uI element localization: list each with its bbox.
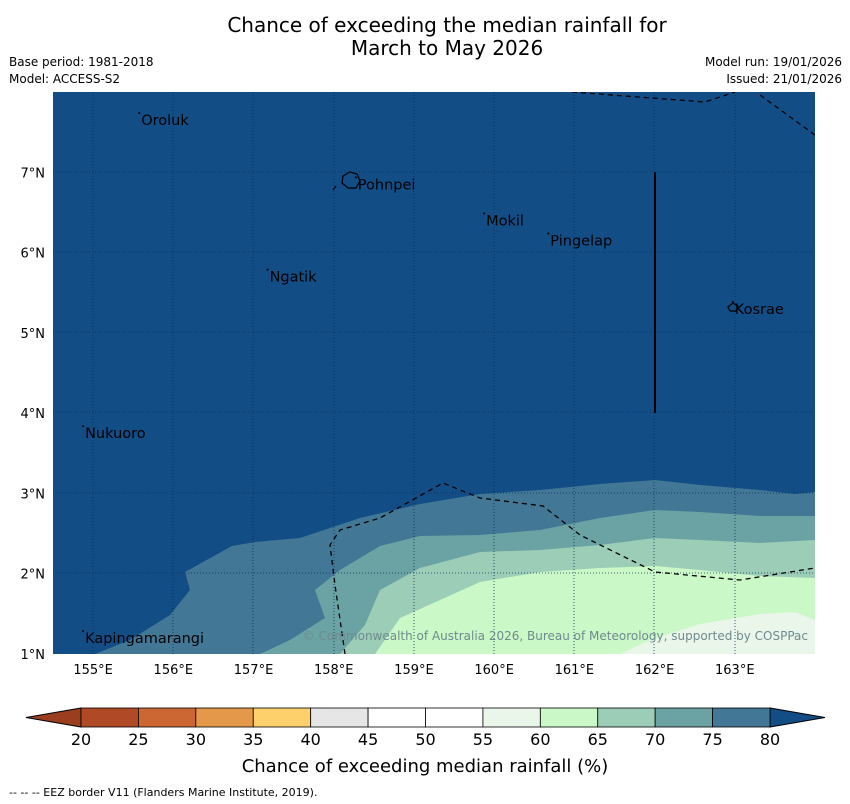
lat-tick-label: 6°N: [21, 247, 46, 262]
colorbar-segment: [138, 707, 197, 728]
colorbar-segment: [425, 707, 484, 728]
colorbar-tick-label: 65: [588, 730, 608, 749]
colorbar-segment: [597, 707, 656, 728]
place-label: Mokil: [486, 213, 524, 229]
place-ngatik: Ngatik: [266, 268, 318, 286]
lon-tick-label: 162°E: [635, 663, 675, 678]
colorbar-label: Chance of exceeding median rainfall (%): [242, 756, 609, 777]
place-label: Pingelap: [550, 234, 612, 250]
place-marker: [354, 176, 357, 179]
colorbar-segment: [80, 707, 139, 728]
lon-tick-label: 157°E: [234, 663, 274, 678]
place-label: Oroluk: [141, 113, 189, 129]
place-oroluk: Oroluk: [138, 112, 189, 129]
eez-footnote: -- -- -- EEZ border V11 (Flanders Marine…: [9, 786, 318, 799]
issued-date: Issued: 21/01/2026: [726, 72, 842, 86]
title-line-2: March to May 2026: [350, 36, 544, 60]
colorbar-tick-label: 50: [415, 730, 435, 749]
colorbar-over-arrow: [769, 707, 826, 728]
place-labels: Oroluk Pohnpei Mokil Pingelap Ngatik Kosrae Nu…: [82, 112, 784, 647]
colorbar-tick-label: 35: [243, 730, 263, 749]
place-marker: [483, 212, 486, 215]
colorbar-tick-label: 80: [760, 730, 780, 749]
map-axes: 1°N 2°N 3°N 4°N 5°N 6°N 7°N 155°E 156°E 157°E 158°…: [21, 166, 755, 678]
band-55-60: [620, 612, 815, 654]
colorbar-tick-label: 30: [186, 730, 206, 749]
place-label: Kapingamarangi: [85, 631, 204, 647]
lat-tick-label: 4°N: [21, 407, 46, 422]
lat-tick-label: 2°N: [21, 568, 46, 583]
colorbar-tick-label: 20: [71, 730, 91, 749]
lon-tick-label: 161°E: [555, 663, 595, 678]
lat-tick-label: 5°N: [21, 327, 46, 342]
title-line-1: Chance of exceeding the median rainfall …: [227, 13, 667, 37]
place-marker: [266, 268, 269, 271]
place-pingelap: Pingelap: [547, 232, 612, 250]
kosrae-island: [727, 302, 739, 312]
colorbar-under-arrow: [25, 707, 82, 728]
eez-borders: [329, 92, 815, 654]
place-kapingamarangi: Kapingamarangi: [82, 629, 204, 647]
base-period: Base period: 1981-2018: [9, 55, 154, 69]
place-label: Nukuoro: [85, 426, 146, 442]
copyright-notice: © Commonwealth of Australia 2026, Bureau…: [303, 629, 808, 643]
colorbar-tick-label: 45: [358, 730, 378, 749]
model-run: Model run: 19/01/2026: [704, 55, 842, 69]
place-marker: [547, 232, 550, 235]
colorbar-tick-label: 60: [530, 730, 550, 749]
model-name: Model: ACCESS-S2: [9, 72, 121, 86]
colorbar-segment: [367, 707, 426, 728]
place-label: Ngatik: [270, 270, 318, 286]
colorbar-segment: [539, 707, 599, 728]
place-marker: [82, 629, 85, 632]
place-pohnpei: Pohnpei: [354, 176, 416, 193]
lon-tick-label: 160°E: [474, 663, 514, 678]
colorbar-segment: [712, 707, 771, 728]
place-label: Kosrae: [735, 302, 784, 318]
place-mokil: Mokil: [483, 212, 524, 229]
place-kosrae: Kosrae: [731, 300, 784, 318]
colorbar-tick-label: 40: [300, 730, 320, 749]
colorbar-segment: [195, 707, 254, 728]
place-nukuoro: Nukuoro: [82, 425, 146, 442]
place-marker: [138, 112, 141, 115]
colorbar-tick-label: 25: [128, 730, 148, 749]
colorbar-tick-label: 55: [473, 730, 493, 749]
place-marker: [82, 425, 85, 428]
map-panel: Oroluk Pohnpei Mokil Pingelap Ngatik Kosrae Nu…: [53, 92, 815, 654]
colorbar-tick-label: 70: [645, 730, 665, 749]
metadata-right: Model run: 19/01/2026 Issued: 21/01/2026: [705, 54, 842, 88]
island-shapes: [332, 171, 739, 312]
place-label: Pohnpei: [358, 177, 416, 193]
lon-tick-label: 159°E: [394, 663, 434, 678]
colorbar-tick-label: 75: [702, 730, 722, 749]
chart-title: Chance of exceeding the median rainfall …: [0, 14, 850, 60]
lon-tick-label: 163°E: [715, 663, 755, 678]
lon-tick-label: 158°E: [314, 663, 354, 678]
place-marker: [731, 300, 734, 303]
graticule: [53, 92, 815, 654]
colorbar-segment: [654, 707, 713, 728]
lat-tick-label: 1°N: [21, 648, 46, 663]
colorbar-segment: [482, 707, 541, 728]
colorbar-segment: [252, 707, 312, 728]
lat-tick-label: 3°N: [21, 487, 46, 502]
colorbar: 20 25 30 35 40 45 50 55 60 65 70 75 80: [25, 707, 826, 749]
lat-tick-label: 7°N: [21, 166, 46, 181]
colorbar-segment: [310, 707, 369, 728]
metadata-left: Base period: 1981-2018 Model: ACCESS-S2: [9, 54, 154, 88]
pohnpei-island: [341, 171, 361, 189]
lon-tick-label: 156°E: [154, 663, 194, 678]
lon-tick-label: 155°E: [73, 663, 113, 678]
